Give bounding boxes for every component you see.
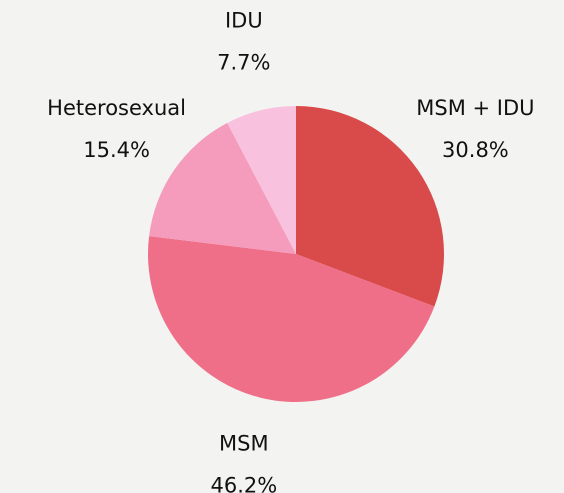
slice-label: Heterosexual xyxy=(47,96,186,120)
slice-value-label: 46.2% xyxy=(210,474,277,493)
slice-label: MSM + IDU xyxy=(416,96,534,120)
pie-slice xyxy=(227,106,296,254)
pie-slice xyxy=(296,106,444,307)
slice-label: IDU xyxy=(225,8,263,32)
pie-slice xyxy=(147,236,435,403)
slice-label: MSM xyxy=(219,432,269,456)
slice-value-label: 30.8% xyxy=(442,138,509,162)
slice-value-label: 7.7% xyxy=(217,50,270,74)
slice-value-label: 15.4% xyxy=(83,138,150,162)
pie-slice xyxy=(149,122,296,254)
